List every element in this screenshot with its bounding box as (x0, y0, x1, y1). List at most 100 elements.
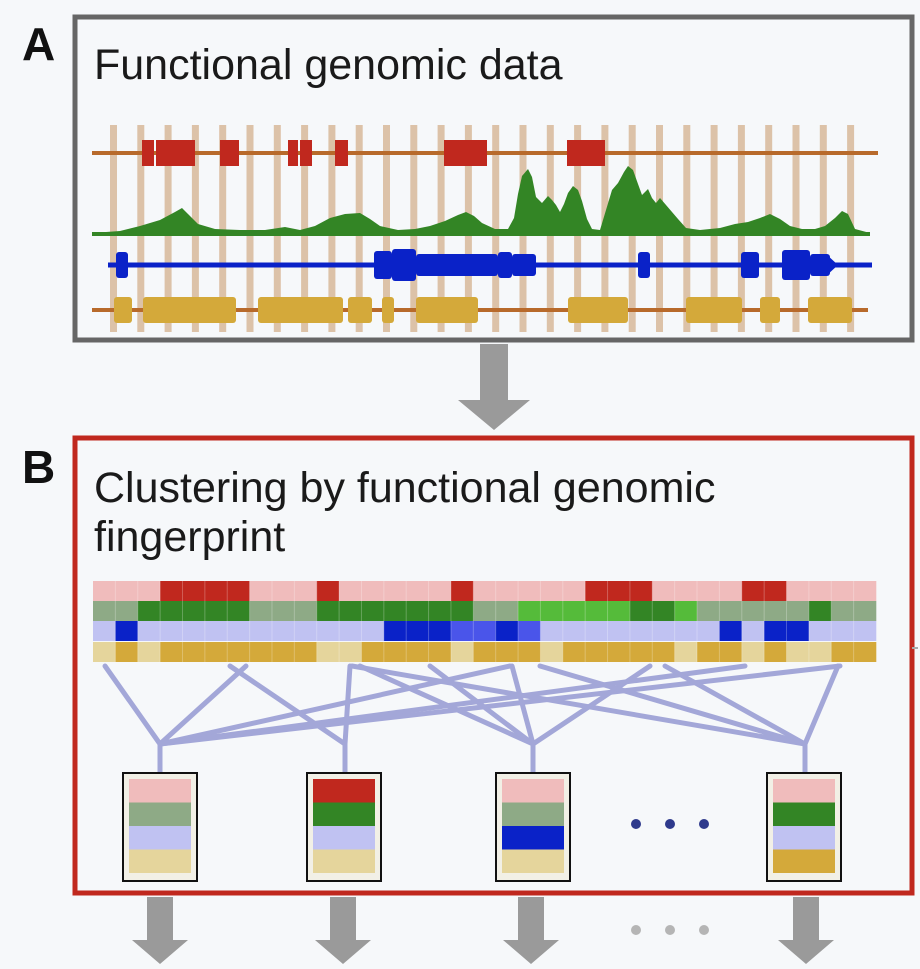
fingerprint-cell (204, 642, 228, 662)
yellow-block (416, 297, 478, 323)
fingerprint-cell (361, 601, 385, 621)
fingerprint-cell (652, 621, 675, 641)
fingerprint-cell (786, 642, 810, 662)
fingerprint-cell (786, 581, 810, 601)
fingerprint-cell (137, 601, 161, 621)
red-track-blocks (142, 140, 605, 166)
red-block (156, 140, 195, 166)
fingerprint-cell (316, 621, 340, 641)
fingerprint-cell (697, 601, 720, 621)
fingerprint-cell (361, 621, 385, 641)
fingerprint-cell (316, 581, 340, 601)
red-block (288, 140, 298, 166)
cluster-3 (495, 772, 571, 882)
red-block (567, 140, 590, 166)
fingerprint-cell (585, 642, 608, 662)
fingerprint-cell (428, 581, 452, 601)
fingerprint-cell (719, 642, 743, 662)
panel-b-title-line1: Clustering by functional genomic (94, 464, 715, 512)
fingerprint-cell (562, 621, 586, 641)
fingerprint-cell (719, 621, 743, 641)
blue-block (416, 254, 498, 276)
fingerprint-cell (182, 642, 206, 662)
fingerprint-cell (383, 621, 407, 641)
fingerprint-cell (764, 601, 787, 621)
fingerprint-cell (808, 601, 832, 621)
red-block (444, 140, 487, 166)
fingerprint-cell (339, 621, 362, 641)
fingerprint-cell (93, 601, 116, 621)
fingerprint-cell (741, 621, 765, 641)
cluster-1 (122, 772, 198, 882)
fingerprint-cell (629, 621, 653, 641)
panel-a-border (72, 14, 915, 343)
fingerprint-cell (473, 581, 496, 601)
track-stripe (492, 125, 500, 332)
track-stripe (219, 125, 227, 332)
fingerprint-cell (741, 642, 765, 662)
fingerprint-cell (361, 581, 385, 601)
fingerprint-cell (428, 642, 452, 662)
blue-block (638, 252, 650, 278)
blue-block (782, 250, 810, 280)
fingerprint-cell (853, 581, 877, 601)
fingerprint-cell (249, 642, 273, 662)
fingerprint-cell (674, 601, 698, 621)
connector-line (357, 663, 536, 747)
fingerprint-cell (607, 642, 631, 662)
yellow-block (382, 297, 394, 323)
fingerprint-cell (271, 621, 295, 641)
output-arrow (778, 897, 834, 964)
ellipsis-dot (699, 925, 709, 935)
fingerprint-cell (249, 621, 273, 641)
track-stripe (710, 125, 718, 332)
cluster-swatch (773, 802, 835, 826)
red-block (220, 140, 239, 166)
fingerprint-cell (495, 601, 519, 621)
fingerprint-cell (764, 581, 787, 601)
fingerprint-cell (674, 642, 698, 662)
fingerprint-cell (227, 601, 250, 621)
fingerprint-cell (518, 601, 541, 621)
blue-block (498, 252, 512, 278)
fingerprint-cell (227, 581, 250, 601)
blue-block (810, 254, 830, 276)
blue-block (116, 252, 128, 278)
panel-b-title-line2: fingerprint (94, 513, 285, 561)
fingerprint-cell (204, 621, 228, 641)
output-arrow (132, 897, 188, 964)
output-arrow (315, 897, 371, 964)
blue-block (741, 252, 759, 278)
connector-line (537, 663, 808, 747)
fingerprint-cell (540, 601, 564, 621)
fingerprint-cell (204, 581, 228, 601)
fingerprint-cell (450, 601, 474, 621)
fingerprint-cell (450, 642, 474, 662)
fingerprint-cell (473, 601, 496, 621)
fingerprint-cell (674, 581, 698, 601)
cluster-swatch (773, 779, 835, 803)
cluster-boxes (122, 772, 842, 882)
cluster-swatch (502, 826, 564, 850)
connector-line (342, 663, 353, 747)
fingerprint-cell (93, 621, 116, 641)
blue-block (512, 254, 536, 276)
fingerprint-cell (562, 581, 586, 601)
ellipsis-dot (665, 819, 675, 829)
fingerprint-cell (629, 601, 653, 621)
fingerprint-cell (473, 642, 496, 662)
yellow-track-blocks (114, 297, 852, 323)
fingerprint-cell (831, 621, 854, 641)
fingerprint-cell (786, 601, 810, 621)
arrow-ellipsis (631, 925, 709, 935)
fingerprint-cell (406, 601, 429, 621)
cluster-swatch (313, 826, 375, 850)
fingerprint-cell (808, 621, 832, 641)
fingerprint-cell (607, 601, 631, 621)
track-stripe (410, 125, 418, 332)
fingerprint-cell (808, 581, 832, 601)
panel-b-letter: B (22, 441, 55, 493)
fingerprint-cell (831, 642, 854, 662)
fingerprint-cell (518, 642, 541, 662)
red-block (142, 140, 154, 166)
